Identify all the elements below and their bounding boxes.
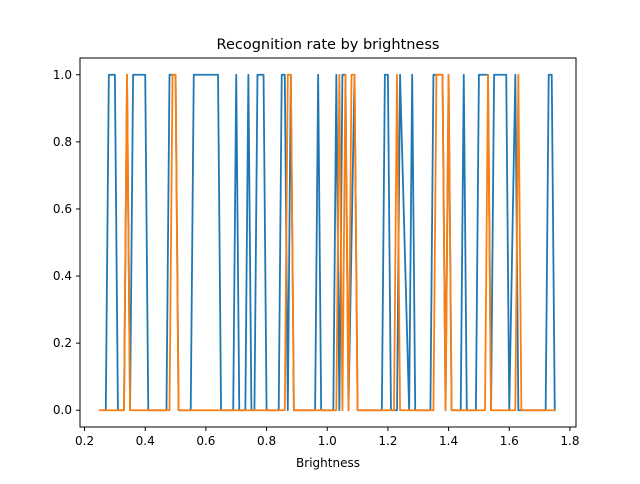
axes-layer: 0.2 0.4 0.6 0.8 1.0 1.2 1.4 1.6 1.8 0.0 0.2 0.4 0.6 0…	[53, 57, 579, 448]
x-tick-label: 1.6	[500, 434, 519, 448]
y-tick-label: 1.0	[53, 68, 72, 82]
y-tick-label: 0.0	[53, 403, 72, 417]
x-tick-label: 1.2	[378, 434, 397, 448]
chart-title: Recognition rate by brightness	[217, 37, 440, 53]
y-tick-label: 0.4	[53, 269, 72, 283]
series-layer	[98, 73, 556, 412]
x-tick-label: 0.2	[75, 434, 94, 448]
plot-frame	[79, 57, 577, 428]
series-line-2	[98, 73, 556, 412]
y-tick-label: 0.2	[53, 336, 72, 350]
x-axis-label: Brightness	[296, 456, 360, 470]
x-tick-label: 1.0	[318, 434, 337, 448]
x-tick-label: 1.4	[439, 434, 458, 448]
x-tick-label: 0.8	[257, 434, 276, 448]
x-tick-label: 0.4	[136, 434, 155, 448]
y-tick-label: 0.6	[53, 202, 72, 216]
y-tick-label: 0.8	[53, 135, 72, 149]
x-tick-label: 1.8	[560, 434, 579, 448]
x-tick-label: 0.6	[196, 434, 215, 448]
